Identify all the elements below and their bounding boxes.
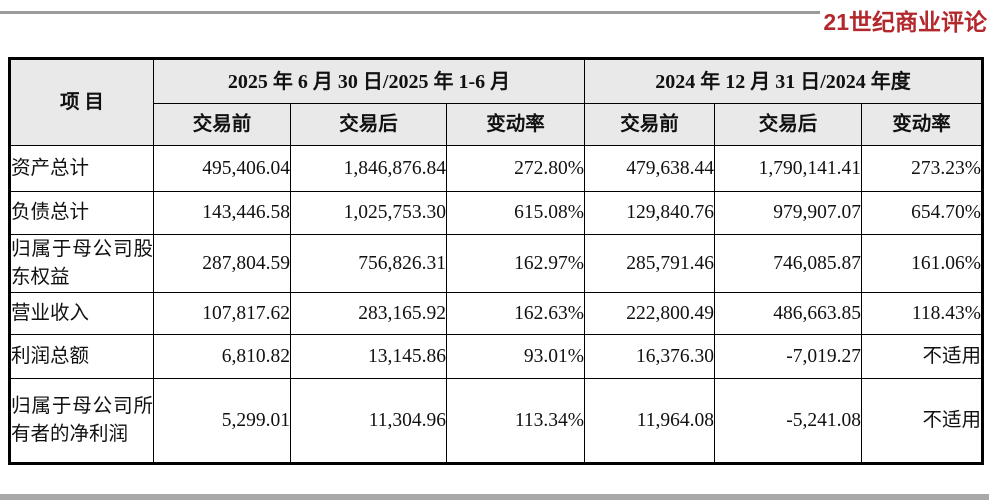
footer-bar (0, 494, 989, 500)
table-row-parent-equity: 归属于母公司股东权益 287,804.59 756,826.31 162.97%… (9, 234, 984, 293)
cell-value: 118.43% (860, 292, 984, 335)
cell-value: 113.34% (446, 378, 585, 464)
cell-value: 756,826.31 (290, 234, 447, 293)
cell-value: -5,241.08 (714, 378, 862, 464)
table-row-total-liabilities: 负债总计 143,446.58 1,025,753.30 615.08% 129… (9, 191, 984, 235)
cell-value: 654.70% (860, 191, 984, 235)
cell-value: 11,964.08 (584, 378, 715, 464)
col-header-item: 项 目 (9, 58, 154, 146)
col-header-change-2024: 变动率 (860, 103, 984, 146)
cell-value: 13,145.86 (290, 334, 447, 379)
table-row-operating-revenue: 营业收入 107,817.62 283,165.92 162.63% 222,8… (9, 292, 984, 335)
cell-value: 285,791.46 (584, 234, 715, 293)
cell-value: 1,846,876.84 (290, 145, 447, 192)
cell-value: 不适用 (860, 334, 984, 379)
row-label: 利润总额 (9, 334, 154, 379)
col-header-post-2025: 交易后 (290, 103, 447, 146)
cell-value: 11,304.96 (290, 378, 447, 464)
col-header-pre-2025: 交易前 (153, 103, 291, 146)
cell-value: 129,840.76 (584, 191, 715, 235)
cell-value: 162.97% (446, 234, 585, 293)
col-group-2024: 2024 年 12 月 31 日/2024 年度 (583, 58, 984, 104)
row-label: 归属于母公司股东权益 (9, 234, 154, 293)
cell-value: 479,638.44 (584, 145, 715, 192)
cell-value: 143,446.58 (153, 191, 291, 235)
cell-value: 1,025,753.30 (290, 191, 447, 235)
cell-value: -7,019.27 (714, 334, 862, 379)
cell-value: 486,663.85 (714, 292, 862, 335)
table-row-total-assets: 资产总计 495,406.04 1,846,876.84 272.80% 479… (9, 145, 984, 192)
col-header-post-2024: 交易后 (714, 103, 862, 146)
cell-value: 979,907.07 (714, 191, 862, 235)
cell-value: 222,800.49 (584, 292, 715, 335)
publication-logo: 21世纪商业评论 (823, 9, 987, 35)
header-sub-row: 交易前 交易后 变动率 交易前 交易后 变动率 (10, 103, 984, 146)
cell-value: 6,810.82 (153, 334, 291, 379)
cell-value: 5,299.01 (153, 378, 291, 464)
cell-value: 273.23% (860, 145, 984, 192)
table-row-parent-net-profit: 归属于母公司所有者的净利润 5,299.01 11,304.96 113.34%… (9, 378, 984, 464)
row-label: 负债总计 (9, 191, 154, 235)
col-group-2025: 2025 年 6 月 30 日/2025 年 1-6 月 (153, 58, 585, 104)
financial-comparison-table: 项 目 2025 年 6 月 30 日/2025 年 1-6 月 2024 年 … (8, 57, 985, 465)
cell-value: 不适用 (860, 378, 984, 464)
header-group-row: 项 目 2025 年 6 月 30 日/2025 年 1-6 月 2024 年 … (9, 58, 984, 146)
cell-value: 162.63% (446, 292, 585, 335)
cell-value: 16,376.30 (584, 334, 715, 379)
col-header-pre-2024: 交易前 (584, 103, 715, 146)
masthead-rule (0, 11, 820, 14)
col-header-change-2025: 变动率 (446, 103, 585, 146)
cell-value: 615.08% (446, 191, 585, 235)
cell-value: 161.06% (860, 234, 984, 293)
cell-value: 746,085.87 (714, 234, 862, 293)
row-label: 营业收入 (9, 292, 154, 335)
cell-value: 495,406.04 (153, 145, 291, 192)
row-label: 归属于母公司所有者的净利润 (9, 378, 154, 464)
cell-value: 283,165.92 (290, 292, 447, 335)
cell-value: 107,817.62 (153, 292, 291, 335)
cell-value: 93.01% (446, 334, 585, 379)
cell-value: 287,804.59 (153, 234, 291, 293)
table-row-total-profit: 利润总额 6,810.82 13,145.86 93.01% 16,376.30… (9, 334, 984, 379)
row-label: 资产总计 (9, 145, 154, 192)
cell-value: 1,790,141.41 (714, 145, 862, 192)
cell-value: 272.80% (446, 145, 585, 192)
